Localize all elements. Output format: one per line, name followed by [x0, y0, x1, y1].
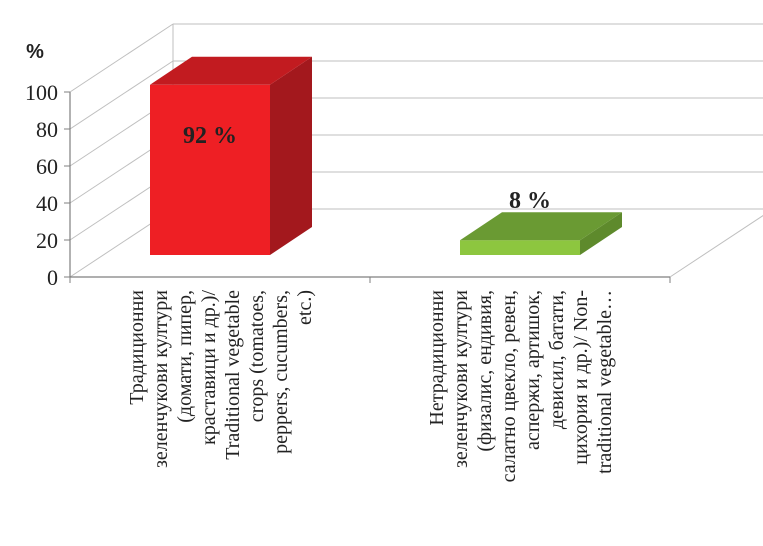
- category-label-0-line-3: краставици и др.)/: [198, 290, 220, 445]
- y-tick-label-0: 0: [47, 265, 58, 290]
- bar-front-0: [150, 84, 270, 255]
- bar-front-1: [460, 240, 580, 255]
- category-label-0-line-6: peppers, cucumbers,: [270, 290, 292, 454]
- category-label-1-line-3: салатно цвекло, ревен,: [498, 290, 520, 482]
- floor-right-edge: [669, 215, 763, 278]
- category-label-1-line-1: зеленчукови култури: [450, 290, 472, 468]
- category-label-1: Нетрадиционни зеленчукови култури (физалис…: [426, 290, 616, 483]
- bar-side-0: [270, 56, 312, 255]
- bar-layer: [150, 56, 622, 255]
- y-unit-label: %: [26, 41, 44, 63]
- bar-side-1: [580, 212, 622, 255]
- bar-top-0: [150, 56, 312, 85]
- category-label-1-line-7: traditional vegetable…: [594, 290, 616, 474]
- category-label-0-line-0: Традиционни: [126, 290, 148, 405]
- category-label-1-line-5: девисил, батати,: [546, 290, 568, 429]
- data-label-0: 92 %: [183, 123, 237, 149]
- category-label-0-line-7: etc.): [294, 290, 316, 325]
- category-label-1-line-0: Нетрадиционни: [426, 290, 448, 426]
- y-tick-label-2: 40: [36, 191, 58, 216]
- category-label-1-line-4: аспержи, артишок,: [522, 290, 544, 450]
- category-label-1-line-6: цихория и др.)/ Non-: [570, 290, 592, 465]
- gridline-side-5: [69, 23, 174, 93]
- y-tick-label-1: 20: [36, 228, 58, 253]
- category-label-0-line-1: зеленчукови култури: [150, 290, 172, 468]
- category-label-0: Традиционни зеленчукови култури (домати, п…: [126, 290, 316, 468]
- category-label-0-line-2: (домати, пипер,: [174, 290, 196, 423]
- data-label-1: 8 %: [509, 188, 551, 214]
- category-label-1-line-2: (физалис, ендивия,: [474, 290, 496, 452]
- axis-layer: [64, 91, 671, 283]
- bar-top-1: [460, 212, 622, 241]
- category-label-0-line-5: crops (tomatoes,: [246, 290, 268, 422]
- gridline-side-4: [69, 60, 174, 130]
- y-tick-label-4: 80: [36, 117, 58, 142]
- y-tick-label-3: 60: [36, 154, 58, 179]
- category-label-0-line-4: Traditional vegetable: [222, 290, 244, 460]
- y-tick-label-5: 100: [25, 80, 58, 105]
